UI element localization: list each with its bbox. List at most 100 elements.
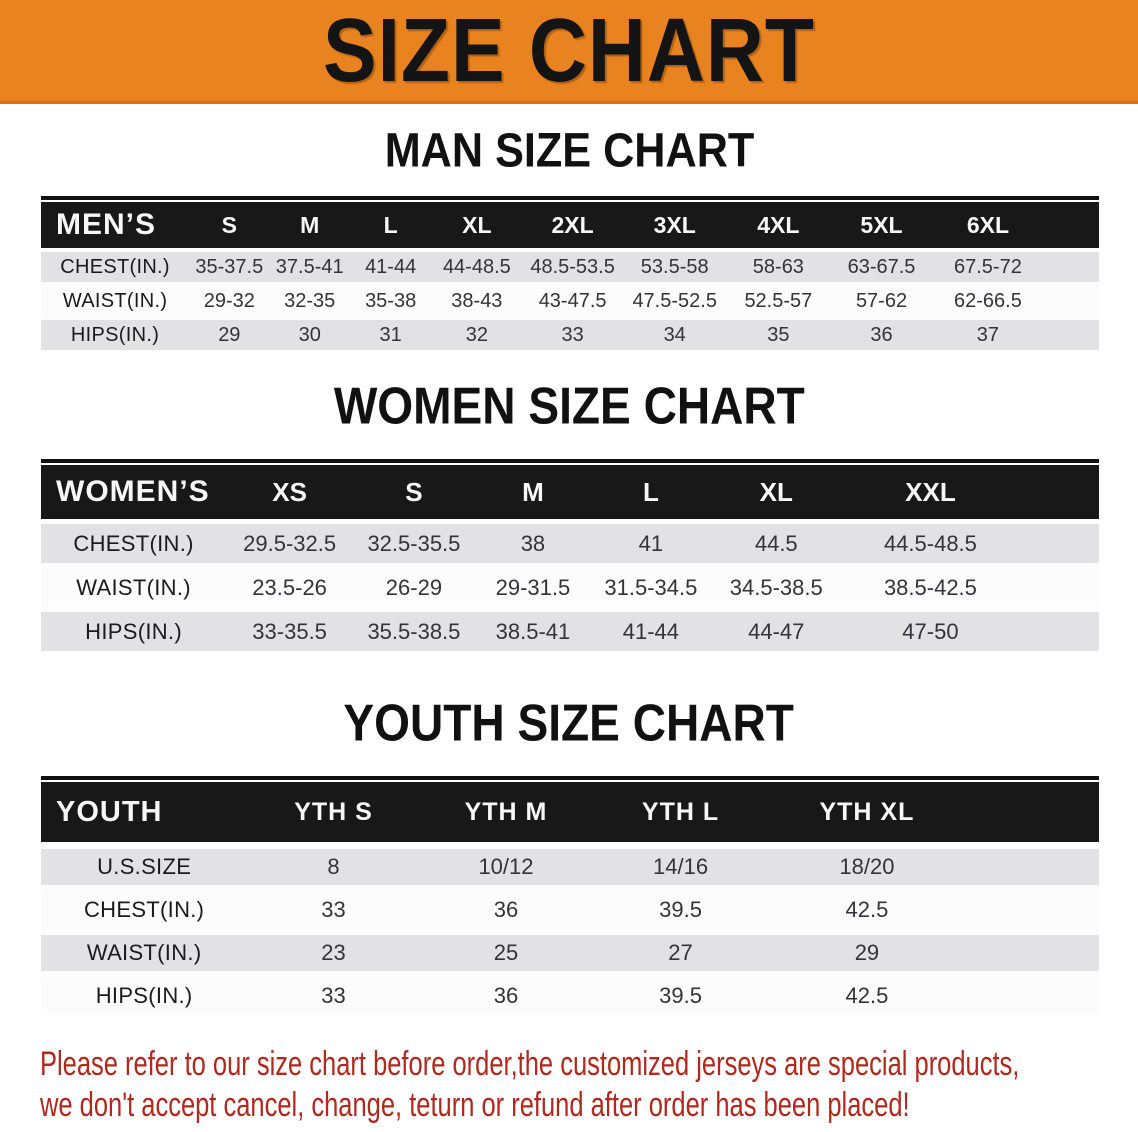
size-cell: 33-35.5 (226, 609, 354, 651)
mens-chest-row: CHEST(IN.) 35-37.5 37.5-41 41-44 44-48.5… (41, 250, 1099, 284)
size-cell: 38-43 (431, 284, 523, 318)
mens-waist-row: WAIST(IN.) 29-32 32-35 35-38 38-43 43-47… (41, 284, 1099, 318)
size-header-cell: M (474, 465, 592, 522)
size-cell: 35 (726, 318, 831, 350)
youth-size-chart-section: YOUTH SIZE CHART YOUTH YTH S YTH M YTH L… (0, 698, 1138, 1014)
size-cell: 44-48.5 (431, 250, 523, 284)
measure-label: WAIST(IN.) (41, 931, 248, 975)
size-cell: 29-31.5 (474, 565, 592, 610)
size-cell: 42.5 (768, 888, 1099, 932)
size-cell: 32 (431, 318, 523, 350)
size-cell: 39.5 (592, 974, 769, 1014)
youth-ussize-row: U.S.SIZE 8 10/12 14/16 18/20 (41, 845, 1099, 889)
size-header-cell: XXL (841, 465, 1099, 522)
size-cell: 41 (591, 521, 711, 566)
man-size-chart-title-text: MAN SIZE CHART (384, 122, 754, 178)
size-cell: 25 (419, 931, 593, 975)
youth-chest-row: CHEST(IN.) 33 36 39.5 42.5 (41, 888, 1099, 932)
size-chart-banner-title: SIZE CHART (323, 0, 815, 101)
size-header-cell: XS (226, 465, 354, 522)
size-cell: 38.5-41 (474, 609, 592, 651)
size-header-cell: 3XL (622, 202, 727, 250)
size-cell: 23 (247, 931, 420, 975)
women-size-chart-title: WOMEN SIZE CHART (0, 381, 1138, 433)
size-cell: 47-50 (841, 609, 1099, 651)
size-cell: 39.5 (592, 888, 769, 932)
women-size-chart-section: WOMEN SIZE CHART WOMEN’S XS S M L XL XXL (0, 381, 1138, 651)
size-cell: 38.5-42.5 (841, 565, 1099, 610)
size-cell: 32.5-35.5 (353, 521, 475, 566)
size-header-cell: 4XL (726, 202, 831, 250)
size-cell: 36 (419, 888, 593, 932)
size-cell: 34.5-38.5 (710, 565, 842, 610)
size-chart-banner: SIZE CHART (0, 0, 1138, 104)
size-cell: 23.5-26 (226, 565, 354, 610)
size-cell: 36 (419, 974, 593, 1014)
youth-size-table-grid: YOUTH YTH S YTH M YTH L YTH XL U.S.SIZE … (41, 782, 1099, 1014)
size-header-cell: YTH S (247, 782, 420, 846)
size-cell: 27 (592, 931, 769, 975)
size-cell: 58-63 (726, 250, 831, 284)
size-header-cell: M (269, 202, 350, 250)
man-size-chart-title: MAN SIZE CHART (0, 125, 1138, 175)
size-cell: 35-38 (349, 284, 432, 318)
mens-size-table: MEN’S S M L XL 2XL 3XL 4XL 5XL 6XL CHEST… (41, 196, 1099, 350)
disclaimer-line-2: we don't accept cancel, change, teturn o… (40, 1086, 910, 1124)
size-cell: 42.5 (768, 974, 1099, 1014)
size-cell: 36 (830, 318, 933, 350)
size-cell: 33 (247, 974, 420, 1014)
size-cell: 53.5-58 (622, 250, 727, 284)
size-cell: 37.5-41 (269, 250, 350, 284)
size-cell: 10/12 (419, 845, 593, 889)
size-header-cell: YTH M (419, 782, 593, 846)
youth-size-chart-title-text: YOUTH SIZE CHART (343, 694, 795, 753)
size-cell: 31.5-34.5 (591, 565, 711, 610)
size-cell: 31 (349, 318, 432, 350)
size-cell: 29 (768, 931, 1099, 975)
size-header-cell: YTH XL (768, 782, 1099, 846)
disclaimer-line-1: Please refer to our size chart before or… (40, 1045, 1020, 1083)
youth-hips-row: HIPS(IN.) 33 36 39.5 42.5 (41, 974, 1099, 1014)
mens-corner-label: MEN’S (41, 202, 190, 250)
size-cell: 38 (474, 521, 592, 566)
size-cell: 26-29 (353, 565, 475, 610)
mens-size-table-grid: MEN’S S M L XL 2XL 3XL 4XL 5XL 6XL CHEST… (41, 202, 1099, 350)
size-header-cell: XL (710, 465, 842, 522)
womens-corner-label: WOMEN’S (41, 465, 227, 522)
women-size-chart-title-text: WOMEN SIZE CHART (333, 377, 805, 436)
womens-hips-row: HIPS(IN.) 33-35.5 35.5-38.5 38.5-41 41-4… (41, 609, 1099, 651)
size-cell: 57-62 (830, 284, 933, 318)
size-cell: 30 (269, 318, 350, 350)
mens-hips-row: HIPS(IN.) 29 30 31 32 33 34 35 36 37 (41, 318, 1099, 350)
youth-corner-label: YOUTH (41, 782, 248, 846)
measure-label: WAIST(IN.) (41, 565, 227, 610)
measure-label: U.S.SIZE (41, 845, 248, 889)
size-cell: 47.5-52.5 (622, 284, 727, 318)
size-header-cell: S (353, 465, 475, 522)
size-header-cell: L (591, 465, 711, 522)
size-cell: 8 (247, 845, 420, 889)
size-cell: 35-37.5 (189, 250, 270, 284)
size-header-cell: YTH L (592, 782, 769, 846)
size-cell: 29 (189, 318, 270, 350)
size-cell: 44.5-48.5 (841, 521, 1099, 566)
youth-size-chart-title: YOUTH SIZE CHART (0, 698, 1138, 750)
size-cell: 62-66.5 (932, 284, 1099, 318)
size-header-cell: 6XL (932, 202, 1099, 250)
size-cell: 33 (247, 888, 420, 932)
size-cell: 29-32 (189, 284, 270, 318)
size-cell: 37 (932, 318, 1099, 350)
measure-label: HIPS(IN.) (41, 609, 227, 651)
size-cell: 63-67.5 (830, 250, 933, 284)
size-header-cell: 5XL (830, 202, 933, 250)
size-cell: 34 (622, 318, 727, 350)
size-cell: 43-47.5 (522, 284, 623, 318)
size-cell: 44-47 (710, 609, 842, 651)
measure-label: HIPS(IN.) (41, 974, 248, 1014)
size-cell: 41-44 (349, 250, 432, 284)
measure-label: WAIST(IN.) (41, 284, 190, 318)
size-cell: 18/20 (768, 845, 1099, 889)
size-cell: 41-44 (591, 609, 711, 651)
womens-size-table: WOMEN’S XS S M L XL XXL CHEST(IN.) 29.5-… (41, 459, 1099, 651)
